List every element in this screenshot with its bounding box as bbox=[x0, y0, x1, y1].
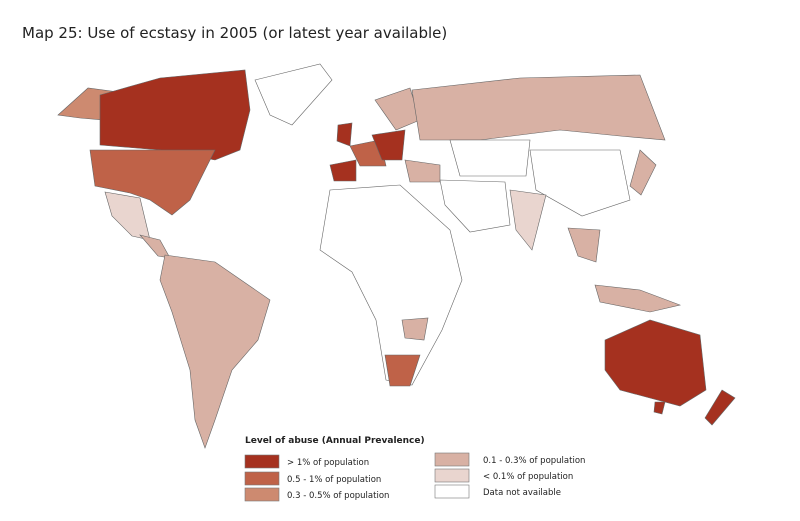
region bbox=[509, 189, 547, 251]
region bbox=[401, 317, 429, 341]
region bbox=[529, 149, 631, 217]
legend-swatch bbox=[434, 468, 470, 483]
region bbox=[384, 354, 421, 387]
region bbox=[254, 63, 333, 126]
legend: > 1% of population 0.5 - 1% of population… bbox=[244, 452, 585, 502]
legend-label: Data not available bbox=[483, 488, 561, 498]
legend-swatch bbox=[434, 452, 470, 467]
region bbox=[653, 401, 666, 415]
region bbox=[139, 234, 171, 259]
regions bbox=[57, 63, 736, 449]
region bbox=[159, 254, 271, 449]
region bbox=[99, 69, 251, 161]
region bbox=[449, 139, 531, 177]
legend-title: Level of abuse (Annual Prevalence) bbox=[245, 436, 425, 446]
region bbox=[439, 179, 511, 233]
legend-label: < 0.1% of population bbox=[483, 472, 573, 482]
region bbox=[104, 191, 151, 241]
region bbox=[404, 159, 441, 183]
region bbox=[704, 389, 736, 426]
legend-swatch bbox=[244, 487, 280, 502]
region bbox=[336, 122, 353, 147]
legend-label: 0.3 - 0.5% of population bbox=[287, 491, 389, 501]
legend-label: 0.5 - 1% of population bbox=[287, 475, 381, 485]
region bbox=[371, 129, 406, 161]
region bbox=[319, 184, 463, 386]
region bbox=[604, 319, 707, 407]
legend-label: 0.1 - 0.3% of population bbox=[483, 456, 585, 466]
legend-label: > 1% of population bbox=[287, 458, 369, 468]
region bbox=[629, 149, 657, 196]
legend-swatch bbox=[434, 484, 470, 499]
region bbox=[411, 74, 666, 141]
legend-swatch bbox=[244, 454, 280, 469]
legend-swatch bbox=[244, 471, 280, 486]
map-title: Map 25: Use of ecstasy in 2005 (or lates… bbox=[22, 24, 447, 42]
region bbox=[567, 227, 601, 263]
region bbox=[89, 149, 216, 216]
region bbox=[329, 159, 357, 182]
region bbox=[594, 284, 682, 313]
